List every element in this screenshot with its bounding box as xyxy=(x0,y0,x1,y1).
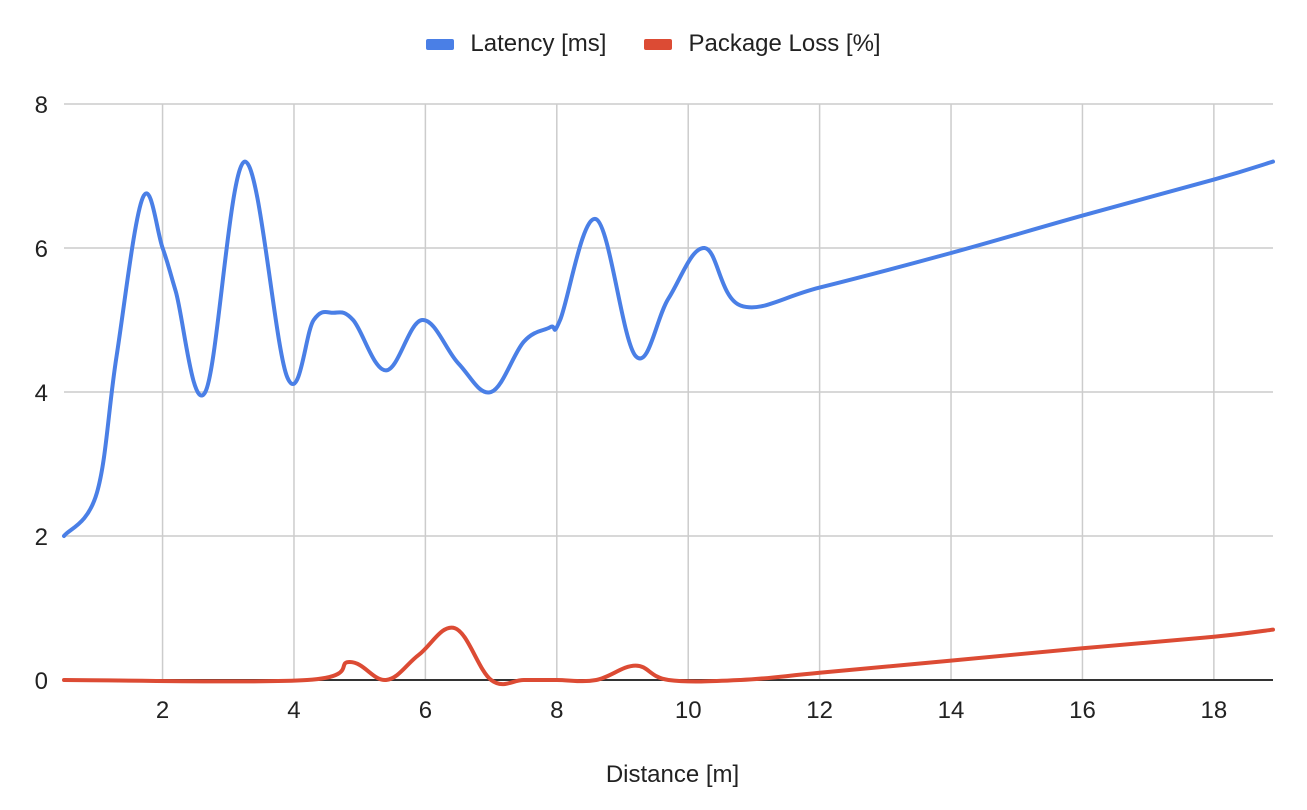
x-tick-label: 6 xyxy=(419,697,432,724)
legend-label-package-loss: Package Loss [%] xyxy=(688,30,881,57)
x-tick-label: 14 xyxy=(938,697,965,724)
legend-label-latency: Latency [ms] xyxy=(470,30,607,57)
y-tick-label: 0 xyxy=(35,668,48,695)
legend-swatch-latency xyxy=(426,38,455,50)
series-line-package-loss xyxy=(62,625,1275,687)
y-tick-label: 2 xyxy=(35,524,48,551)
legend-item-latency: Latency [ms] xyxy=(426,30,606,58)
y-tick-label: 8 xyxy=(35,92,48,119)
legend: Latency [ms] Package Loss [%] xyxy=(0,30,1307,58)
x-tick-label: 2 xyxy=(156,697,169,724)
x-tick-label: 10 xyxy=(675,697,702,724)
y-tick-label: 4 xyxy=(35,380,48,407)
x-tick-label: 8 xyxy=(550,697,563,724)
x-tick-label: 4 xyxy=(287,697,300,724)
series-line-latency-ms xyxy=(62,159,1275,538)
x-tick-label: 12 xyxy=(806,697,833,724)
legend-item-package-loss: Package Loss [%] xyxy=(644,30,881,58)
x-tick-label: 18 xyxy=(1201,697,1228,724)
x-axis-title: Distance [m] xyxy=(606,761,739,788)
x-tick-label: 16 xyxy=(1069,697,1096,724)
y-tick-label: 6 xyxy=(35,236,48,263)
legend-swatch-package-loss xyxy=(644,38,673,50)
